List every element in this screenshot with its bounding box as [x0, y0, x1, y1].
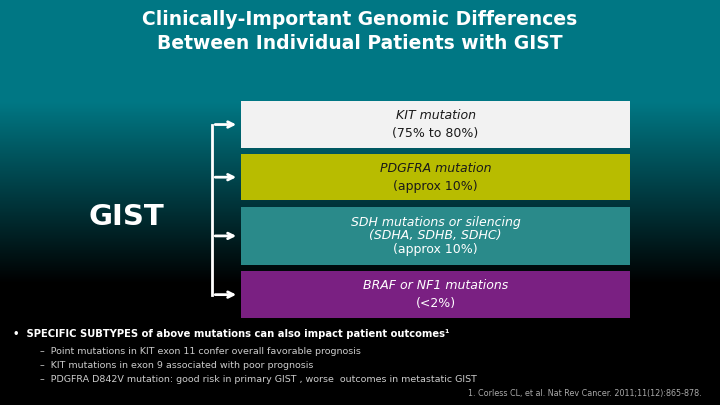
Text: PDGFRA mutation: PDGFRA mutation [380, 162, 491, 175]
Bar [241, 154, 630, 200]
Text: BRAF or NF1 mutations: BRAF or NF1 mutations [363, 279, 508, 292]
Text: GIST: GIST [88, 202, 164, 231]
Text: –  Point mutations in KIT exon 11 confer overall favorable prognosis: – Point mutations in KIT exon 11 confer … [40, 347, 361, 356]
Text: (approx 10%): (approx 10%) [393, 179, 478, 193]
Text: KIT mutation: KIT mutation [395, 109, 476, 122]
Text: (75% to 80%): (75% to 80%) [392, 127, 479, 140]
Bar [241, 207, 630, 265]
Text: Clinically-Important Genomic Differences
Between Individual Patients with GIST: Clinically-Important Genomic Differences… [143, 10, 577, 53]
Text: SDH mutations or silencing: SDH mutations or silencing [351, 216, 521, 229]
Bar [241, 101, 630, 148]
Bar [241, 271, 630, 318]
Text: –  KIT mutations in exon 9 associated with poor prognosis: – KIT mutations in exon 9 associated wit… [40, 361, 313, 370]
Text: •  SPECIFIC SUBTYPES of above mutations can also impact patient outcomes¹: • SPECIFIC SUBTYPES of above mutations c… [13, 329, 449, 339]
Text: (<2%): (<2%) [415, 297, 456, 310]
Text: 1. Corless CL, et al. Nat Rev Cancer. 2011;11(12):865-878.: 1. Corless CL, et al. Nat Rev Cancer. 20… [469, 389, 702, 398]
Text: (approx 10%): (approx 10%) [393, 243, 478, 256]
Text: –  PDGFRA D842V mutation: good risk in primary GIST , worse  outcomes in metasta: – PDGFRA D842V mutation: good risk in pr… [40, 375, 477, 384]
Text: (SDHA, SDHB, SDHC): (SDHA, SDHB, SDHC) [369, 229, 502, 243]
